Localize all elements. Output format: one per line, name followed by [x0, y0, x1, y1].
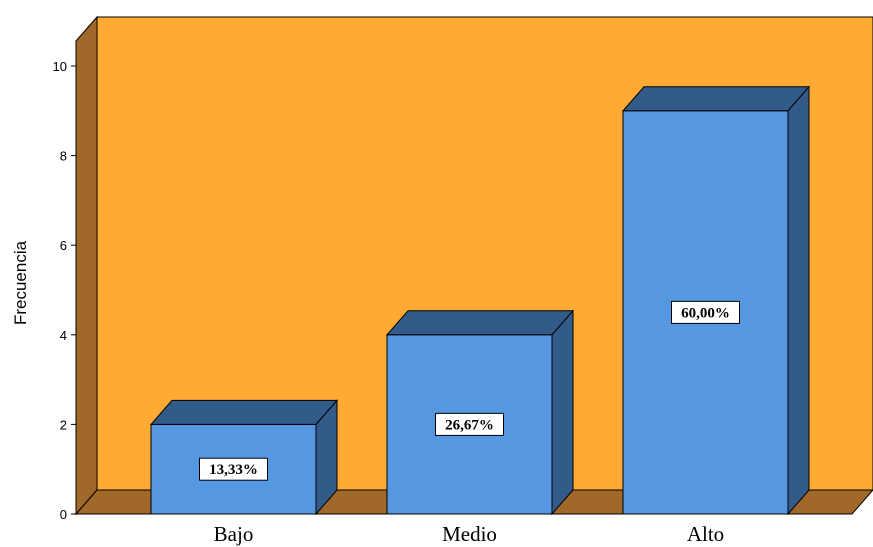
y-axis-label: Frecuencia	[11, 240, 30, 325]
bar-medio: 26,67% Medio	[385, 309, 575, 546]
data-label: 26,67%	[445, 417, 494, 433]
bar-bajo: 13,33% Bajo	[149, 399, 339, 546]
chart-side-wall	[75, 15, 98, 516]
data-label-box	[199, 457, 268, 481]
x-category-label: Alto	[687, 522, 724, 546]
bar-top	[149, 399, 339, 425]
data-label: 13,33%	[209, 462, 258, 478]
x-category-label: Medio	[442, 522, 497, 546]
data-label: 60,00%	[681, 305, 730, 321]
y-tick-label: 2	[60, 417, 67, 432]
x-category-label: Bajo	[214, 522, 254, 546]
bar-top	[385, 310, 575, 336]
bar-top	[621, 86, 811, 112]
y-tick-label: 4	[60, 328, 67, 343]
data-label-box	[671, 300, 740, 324]
bar-alto: 60,00% Alto	[621, 85, 811, 546]
y-tick-label: 0	[60, 507, 67, 522]
bar-side	[551, 309, 574, 516]
bar-side	[787, 85, 810, 516]
bar-side	[315, 399, 338, 516]
y-tick-label: 8	[60, 149, 67, 164]
y-tick-label: 10	[53, 59, 67, 74]
data-label-box	[435, 412, 504, 436]
y-tick-label: 6	[60, 238, 67, 253]
